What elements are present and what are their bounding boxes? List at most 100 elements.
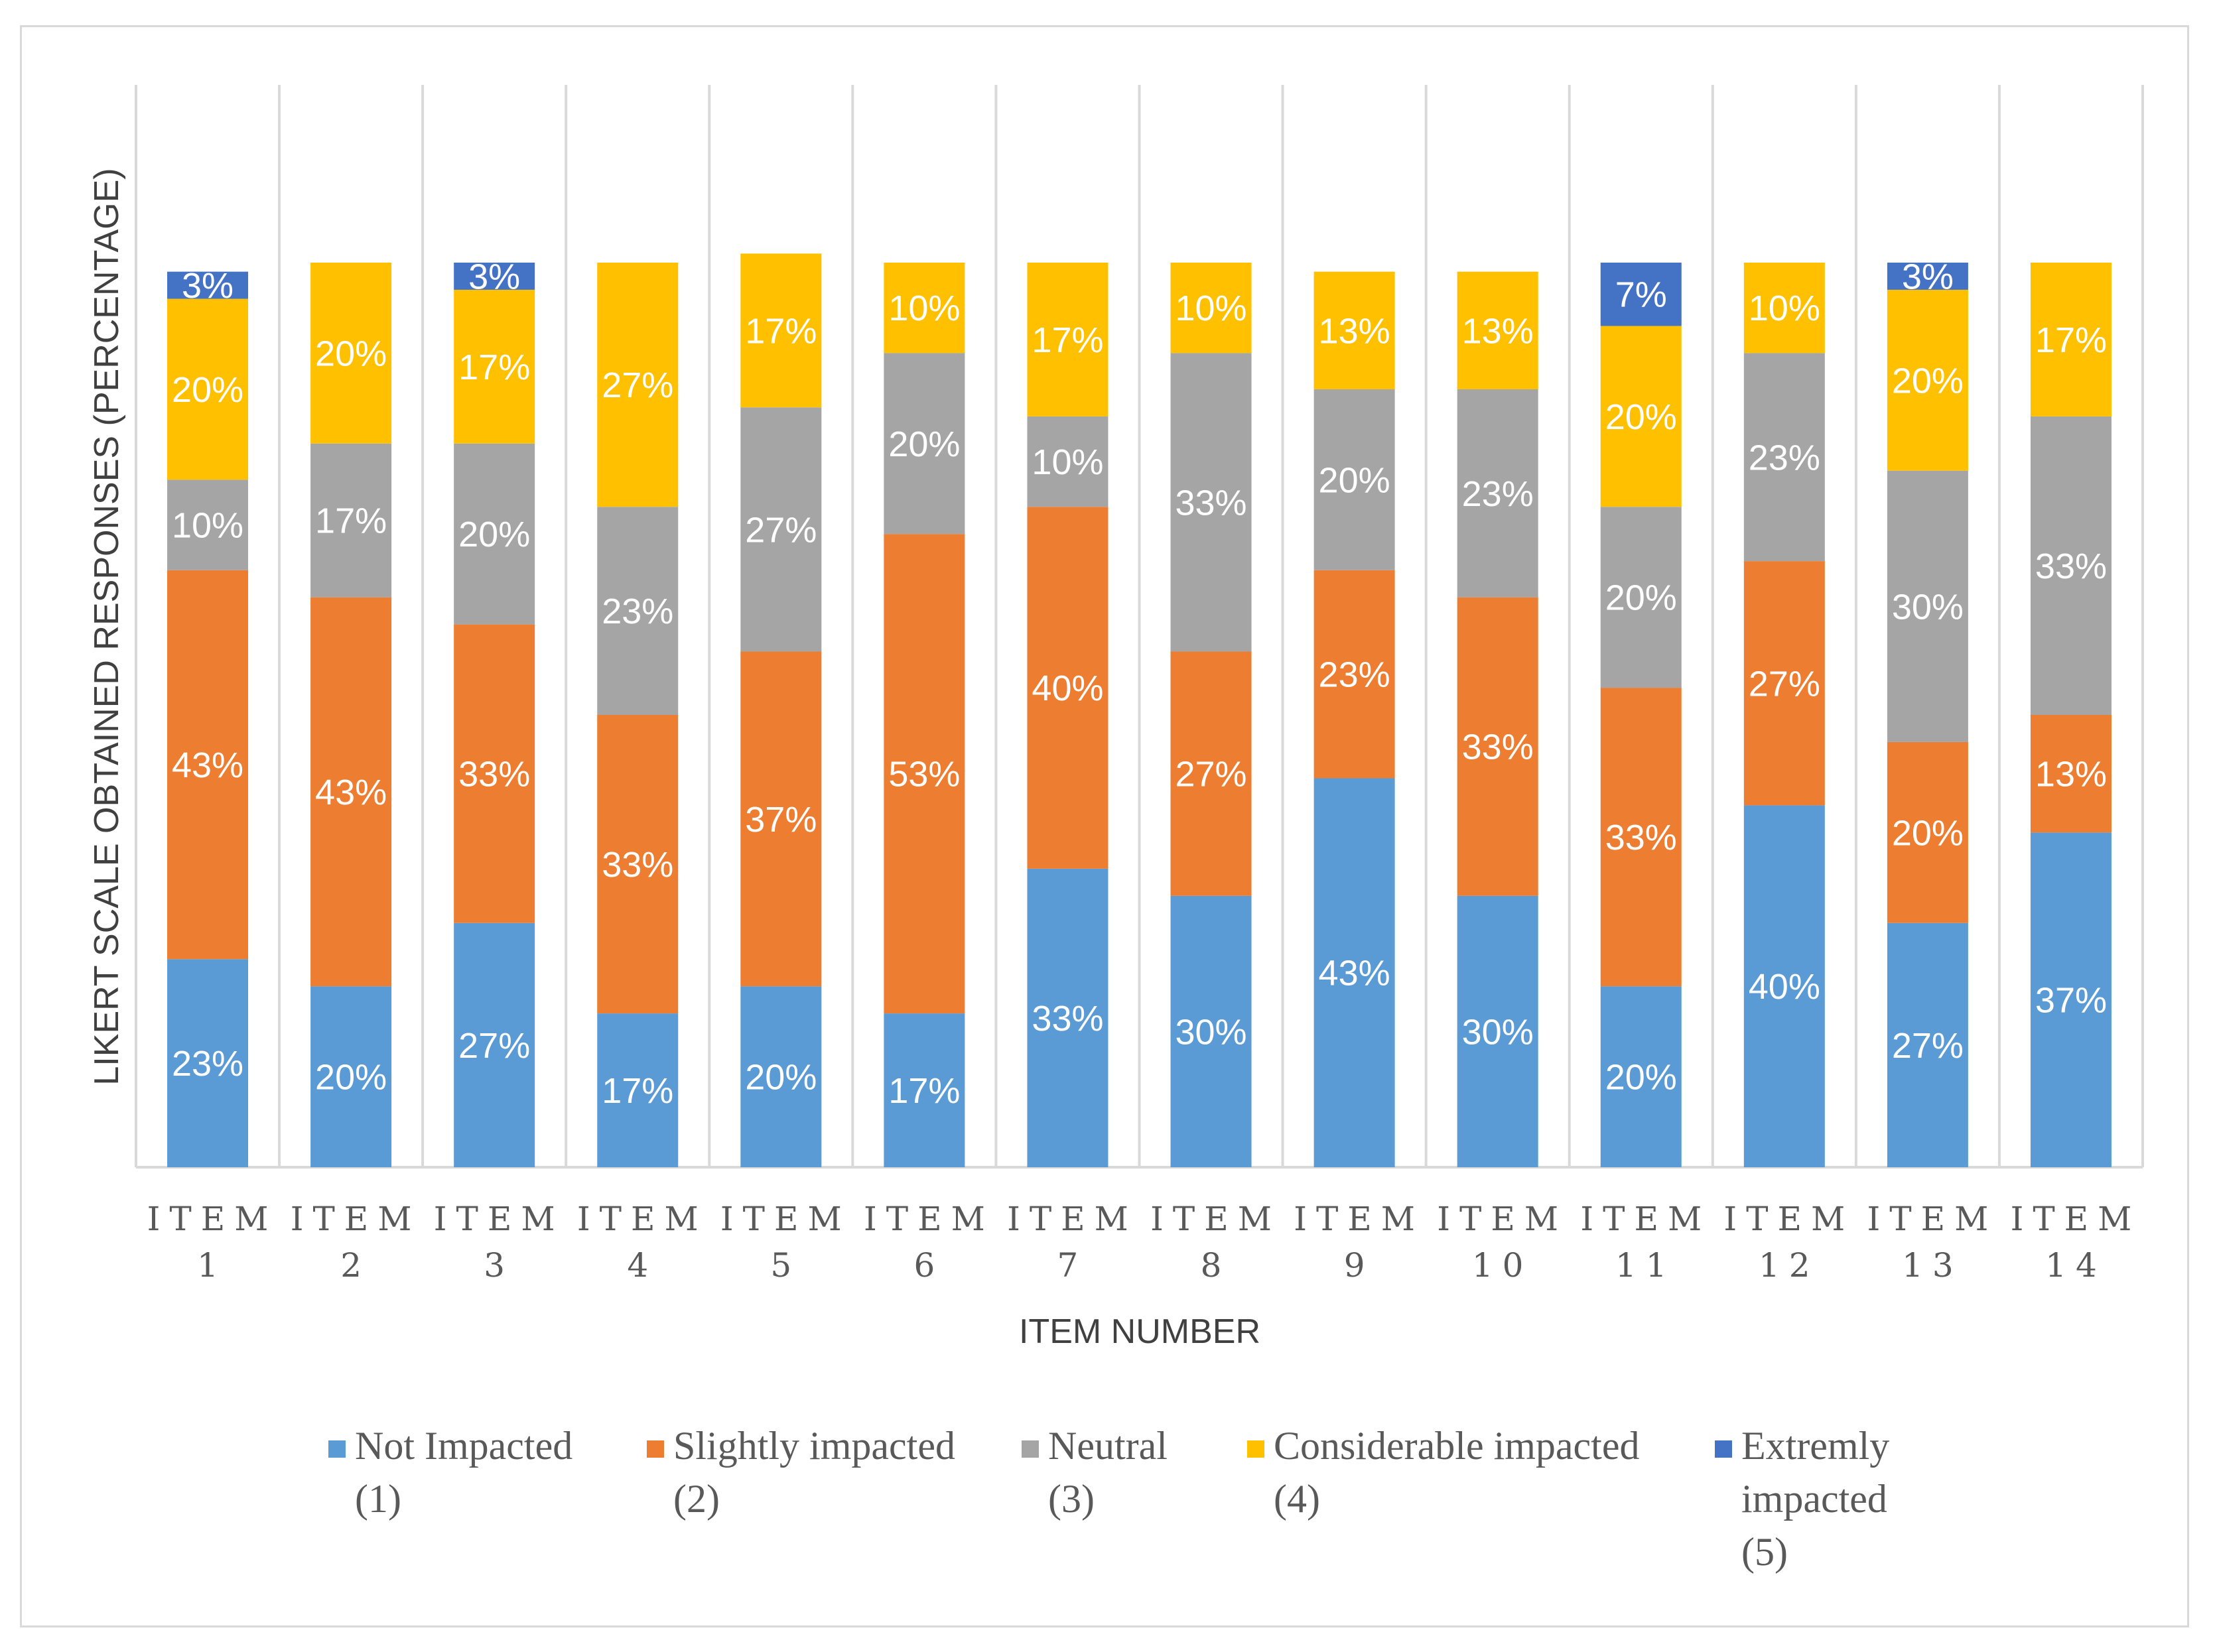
bar-segment <box>884 263 965 353</box>
x-tick-label: ITEM 3 <box>434 1200 565 1285</box>
data-label: 30% <box>1462 1012 1534 1052</box>
data-label: 33% <box>1605 818 1677 858</box>
data-label: 27% <box>1892 1026 1964 1066</box>
bar-segment <box>1170 353 1252 652</box>
bar-segment <box>1457 597 1538 896</box>
data-label: 23% <box>1319 655 1390 695</box>
data-label: 17% <box>315 501 387 541</box>
bar-segment <box>1313 271 1395 389</box>
data-label: 20% <box>1605 1058 1677 1098</box>
y-axis-title: LIKERT SCALE OBTAINED RESPONSES (PERCENT… <box>88 168 126 1085</box>
data-label: 27% <box>1749 664 1820 704</box>
bar-segment <box>1887 922 1968 1167</box>
data-label: 20% <box>315 334 387 373</box>
bar-segment <box>1027 416 1108 507</box>
x-tick-label: ITEM 10 <box>1437 1200 1568 1285</box>
legend-entry: Extremly impacted (5) <box>1741 1424 1889 1574</box>
x-axis-title: ITEM NUMBER <box>1019 1312 1260 1351</box>
bar-segment <box>2030 416 2112 715</box>
data-label: 37% <box>745 800 817 840</box>
data-label: 7% <box>1615 275 1667 315</box>
x-tick-label: ITEM 14 <box>2011 1200 2141 1285</box>
legend-entry: Slightly impacted (2) <box>673 1424 955 1521</box>
data-label: 20% <box>172 370 243 410</box>
bar-segment <box>1887 289 1968 471</box>
bar-segment <box>454 624 535 923</box>
data-label: 20% <box>1319 460 1390 500</box>
data-label: 33% <box>1462 728 1534 767</box>
bar-segment <box>1743 353 1825 562</box>
bar-segment <box>597 507 679 715</box>
data-label: 20% <box>1892 813 1964 853</box>
bar-segment <box>310 443 392 598</box>
bar-segment <box>167 479 249 570</box>
data-label: 23% <box>602 592 673 631</box>
legend-entry: Considerable impacted (4) <box>1274 1424 1639 1521</box>
bar-segment <box>740 407 822 652</box>
data-label: 13% <box>1462 311 1534 351</box>
bar-segment <box>740 651 822 987</box>
data-label: 27% <box>1175 755 1246 794</box>
data-label: 17% <box>458 348 530 387</box>
data-label: 43% <box>1319 954 1390 993</box>
bar-segment <box>884 353 965 535</box>
data-label: 17% <box>745 311 817 351</box>
bar-segment <box>1887 263 1968 290</box>
data-label: 3% <box>182 266 234 306</box>
bar-segment <box>454 922 535 1167</box>
bar-segment <box>310 263 392 444</box>
bar-segment <box>1743 561 1825 806</box>
data-label: 27% <box>602 365 673 405</box>
bar-segment <box>597 715 679 1014</box>
bar-segment <box>2030 715 2112 833</box>
data-label: 33% <box>602 845 673 885</box>
bar-segment <box>2030 832 2112 1167</box>
bar-segment <box>1027 507 1108 869</box>
x-tick-label: ITEM 7 <box>1007 1200 1138 1285</box>
data-label: 43% <box>172 745 243 785</box>
x-tick-label: ITEM 4 <box>577 1200 708 1285</box>
bar-segment <box>1457 895 1538 1167</box>
bar-segment <box>1457 271 1538 389</box>
x-tick-label: ITEM 11 <box>1580 1200 1711 1285</box>
bar-segment <box>1600 326 1682 507</box>
bar-segment <box>1313 778 1395 1167</box>
data-label: 27% <box>458 1026 530 1066</box>
bar-segment <box>1170 263 1252 353</box>
data-label: 20% <box>888 424 960 464</box>
data-label: 3% <box>468 257 520 296</box>
bar-segment <box>1027 868 1108 1167</box>
legend-entry: Neutral (3) <box>1048 1424 1168 1521</box>
data-label: 43% <box>315 773 387 812</box>
x-tick-label: ITEM 2 <box>291 1200 421 1285</box>
bars-layer <box>167 253 2112 1167</box>
data-label: 20% <box>315 1058 387 1098</box>
legend-swatch <box>647 1440 664 1458</box>
bar-segment <box>1887 741 1968 923</box>
x-tick-label: ITEM 1 <box>147 1200 278 1285</box>
legend: Not Impacted (1) Slightly impacted (2) Neutr… <box>328 1424 1889 1574</box>
data-label: 3% <box>1902 257 1954 296</box>
data-label: 33% <box>1032 999 1103 1039</box>
bar-segment <box>1027 263 1108 416</box>
data-label: 17% <box>2035 320 2107 360</box>
data-label: 10% <box>172 506 243 546</box>
data-label: 30% <box>1175 1012 1246 1052</box>
bar-segment <box>1313 570 1395 779</box>
bar-segment <box>310 597 392 987</box>
bar-segment <box>884 534 965 1014</box>
bar-segment <box>454 263 535 290</box>
data-label: 13% <box>1319 311 1390 351</box>
bar-segment <box>2030 263 2112 416</box>
legend-swatch <box>1022 1440 1039 1458</box>
bar-segment <box>167 570 249 960</box>
data-label: 20% <box>1605 578 1677 618</box>
legend-swatch <box>328 1440 346 1458</box>
x-tick-label: ITEM 6 <box>864 1200 994 1285</box>
data-label: 40% <box>1032 668 1103 708</box>
legend-entry: Not Impacted (1) <box>355 1424 572 1521</box>
bar-segment <box>1743 805 1825 1167</box>
data-label: 10% <box>888 288 960 328</box>
bar-segment <box>1313 389 1395 570</box>
